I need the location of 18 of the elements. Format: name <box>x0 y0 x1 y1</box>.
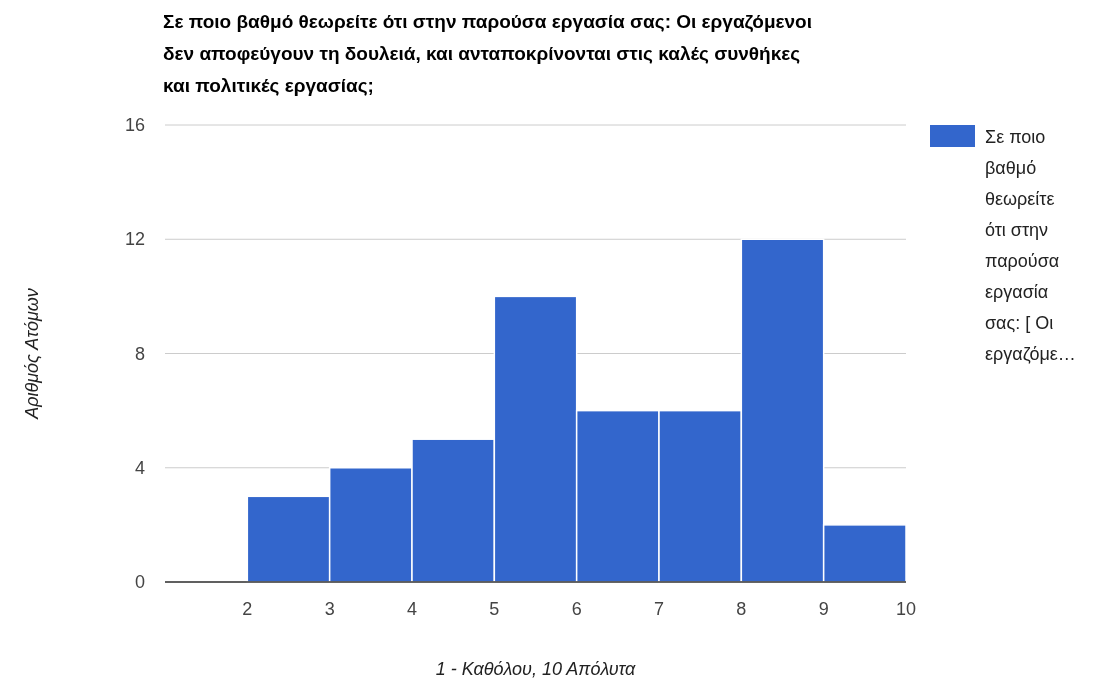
x-tick-label: 10 <box>895 599 917 619</box>
x-tick-label: 7 <box>653 599 665 619</box>
y-axis-title: Αριθμός Ατόμων <box>22 288 42 420</box>
y-tick-label: 12 <box>124 229 145 250</box>
x-tick-label: 5 <box>489 599 500 619</box>
x-tick-label: 6 <box>571 599 582 619</box>
y-tick-label: 16 <box>124 115 145 135</box>
y-tick-label: 8 <box>134 343 145 364</box>
x-axis-title: 1 - Καθόλου, 10 Απόλυτα <box>435 659 637 679</box>
y-tick-label: 0 <box>134 572 145 592</box>
x-tick-label: 4 <box>406 599 418 619</box>
legend-label: Σε ποιο βαθμό θεωρείτε ότι στην παρούσα εργασία σας: [ Οι εργαζόμε… <box>985 127 1076 364</box>
chart-title: Σε ποιο βαθμό θεωρείτε ότι στην παρούσα εργασία σας: Οι εργαζόμενοι δεν αποφεύγουν τη δουλειά, και ανταποκρίνονται στις καλές συνθήκες και πολιτικές εργασίας; <box>163 11 812 96</box>
x-tick-label: 3 <box>324 599 335 619</box>
x-tick-label: 8 <box>736 599 747 619</box>
x-tick-label: 2 <box>242 599 253 619</box>
x-tick-label: 9 <box>818 599 829 619</box>
y-tick-label: 4 <box>134 457 145 478</box>
